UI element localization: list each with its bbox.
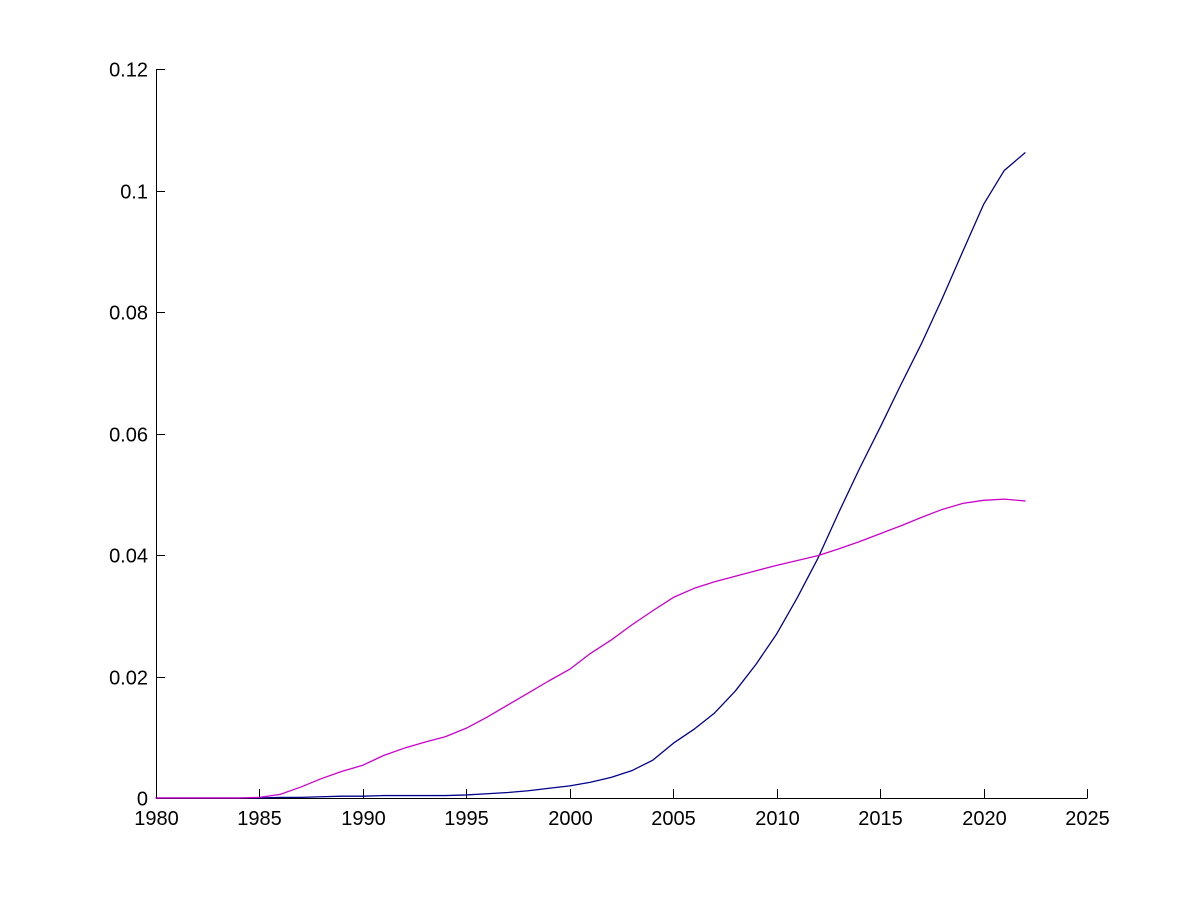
x-tick-label: 2020 bbox=[962, 808, 1007, 830]
y-tick-label: 0 bbox=[137, 789, 148, 811]
x-tick-label: 1995 bbox=[444, 808, 489, 830]
magenta-plateau-series-line bbox=[155, 498, 1026, 799]
x-tick-label: 1990 bbox=[341, 808, 386, 830]
y-tick-label: 0.04 bbox=[109, 546, 148, 568]
x-tick-label: 2010 bbox=[755, 808, 800, 830]
x-tick-label: 2015 bbox=[858, 808, 903, 830]
dark-blue-sigmoid-series-line bbox=[155, 152, 1026, 799]
x-tick-label: 2000 bbox=[548, 808, 593, 830]
y-tick-label: 0.1 bbox=[120, 182, 148, 204]
y-tick-label: 0.02 bbox=[109, 668, 148, 690]
x-tick-label: 1985 bbox=[237, 808, 282, 830]
x-tick-label: 2025 bbox=[1065, 808, 1110, 830]
y-tick-label: 0.06 bbox=[109, 425, 148, 447]
x-tick-label: 1980 bbox=[134, 808, 179, 830]
y-tick-label: 0.12 bbox=[109, 60, 148, 82]
x-tick-label: 2005 bbox=[651, 808, 696, 830]
y-tick-label: 0.08 bbox=[109, 303, 148, 325]
